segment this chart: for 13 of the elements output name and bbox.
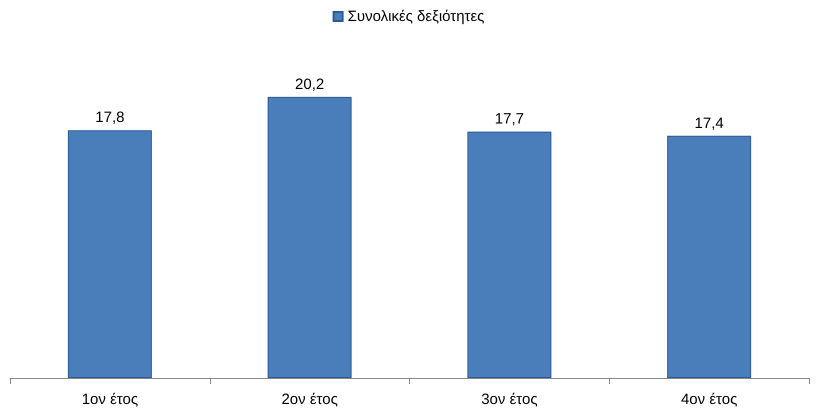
bar [467, 132, 552, 378]
x-tick-label: 4ον έτος [680, 391, 738, 408]
bar [68, 130, 152, 378]
x-tick-label: 1ον έτος [82, 391, 138, 408]
bar [667, 136, 752, 378]
data-label: 17,4 [694, 114, 724, 132]
bar [268, 96, 352, 378]
x-tick-label: 3ον έτος [481, 391, 538, 408]
data-label: 17,7 [494, 110, 524, 128]
legend-label: Συνολικές δεξιότητες [348, 8, 484, 25]
data-label: 17,8 [95, 109, 124, 126]
x-tick-label: 2ον έτος [281, 391, 338, 408]
data-label: 20,2 [295, 76, 324, 93]
